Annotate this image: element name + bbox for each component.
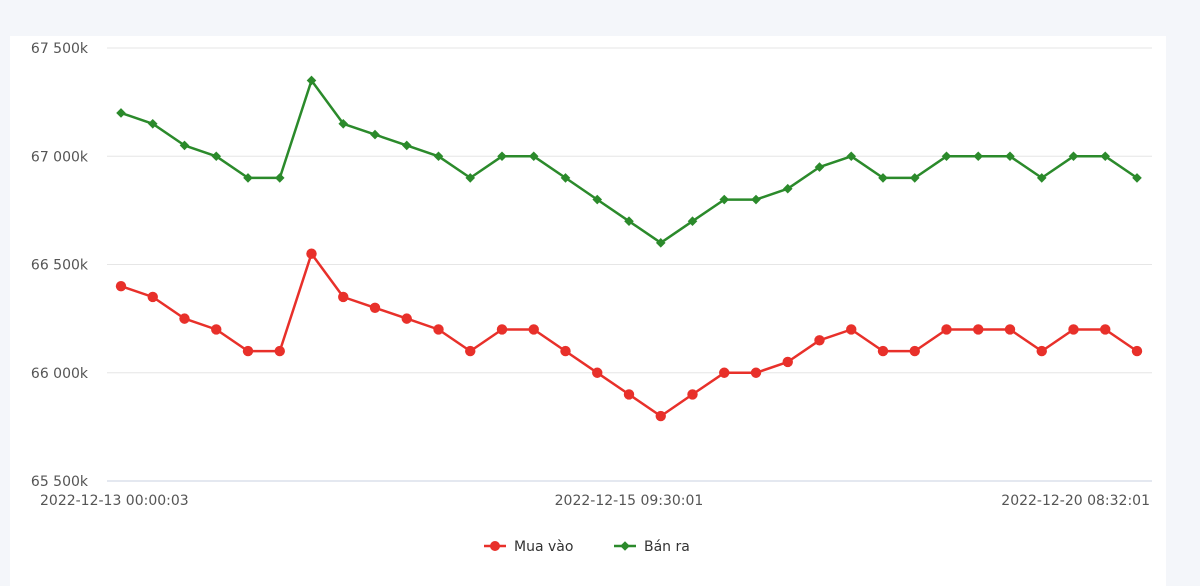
- data-point: [846, 151, 857, 162]
- data-point: [369, 302, 381, 313]
- data-point: [1100, 151, 1111, 162]
- data-point: [655, 238, 666, 248]
- data-point: [1068, 151, 1079, 162]
- data-point: [719, 194, 730, 205]
- legend-item: Bán ra: [614, 539, 690, 555]
- data-point: [877, 345, 889, 357]
- data-point: [528, 151, 539, 162]
- data-point: [147, 291, 158, 303]
- data-point: [782, 356, 793, 368]
- data-point: [465, 345, 476, 357]
- data-point: [528, 324, 539, 335]
- data-point: [338, 118, 349, 129]
- data-point: [1068, 324, 1079, 335]
- data-point: [465, 173, 476, 183]
- data-point: [401, 313, 412, 324]
- legend-marker: [490, 541, 500, 551]
- data-point: [1132, 173, 1142, 183]
- data-point: [909, 345, 920, 357]
- data-point: [370, 129, 380, 140]
- data-point: [306, 75, 317, 86]
- data-point: [242, 345, 254, 357]
- data-point: [941, 324, 952, 335]
- data-point: [750, 367, 762, 378]
- data-point: [496, 324, 508, 335]
- data-point: [941, 151, 952, 162]
- data-point: [115, 280, 127, 292]
- data-point: [306, 248, 317, 259]
- data-point: [623, 389, 635, 400]
- legend-label: Mua vào: [514, 539, 573, 555]
- y-axis-ticks: 65 500k 66 000k 66 500k 67 000k 67 500k: [31, 41, 89, 490]
- data-point: [243, 173, 253, 183]
- y-tick-label: 67 500k: [31, 41, 89, 57]
- data-point: [973, 324, 984, 335]
- data-point: [1036, 345, 1047, 357]
- data-point: [1004, 324, 1016, 335]
- chart-card: 65 500k 66 000k 66 500k 67 000k 67 500k 2022…: [10, 36, 1166, 586]
- data-point: [560, 173, 571, 183]
- data-point: [338, 291, 349, 303]
- series-mua-vao: [115, 248, 1143, 422]
- legend-label: Bán ra: [644, 539, 690, 555]
- data-point: [814, 335, 825, 346]
- data-point: [274, 345, 285, 357]
- legend: Mua vào Bán ra: [484, 539, 690, 555]
- x-axis-ticks: 2022-12-13 00:00:03 2022-12-15 09:30:01 20…: [40, 493, 1150, 509]
- data-point: [560, 345, 571, 357]
- y-tick-label: 66 000k: [31, 366, 89, 382]
- x-tick-label: 2022-12-15 09:30:01: [555, 493, 704, 509]
- data-point: [179, 313, 190, 324]
- y-tick-label: 65 500k: [31, 474, 89, 490]
- data-point: [751, 194, 761, 205]
- data-point: [1131, 345, 1143, 357]
- data-point: [782, 183, 793, 194]
- data-point: [624, 216, 634, 226]
- data-point: [1100, 324, 1111, 335]
- y-tick-label: 67 000k: [31, 149, 89, 165]
- data-point: [814, 162, 825, 172]
- data-point: [592, 194, 603, 205]
- data-point: [401, 140, 412, 151]
- data-point: [655, 410, 666, 422]
- series-ban-ra: [116, 75, 1142, 248]
- series-lines: [115, 75, 1143, 422]
- data-point: [433, 324, 444, 335]
- data-point: [846, 324, 857, 335]
- data-point: [719, 367, 730, 378]
- data-point: [592, 367, 603, 378]
- x-tick-label: 2022-12-20 08:32:01: [1001, 493, 1150, 509]
- data-point: [211, 324, 222, 335]
- data-point: [973, 151, 984, 162]
- x-tick-label: 2022-12-13 00:00:03: [40, 493, 189, 509]
- data-point: [687, 389, 698, 400]
- data-point: [147, 118, 158, 129]
- gridlines: [107, 47, 1152, 482]
- data-point: [433, 151, 444, 162]
- data-point: [116, 108, 126, 118]
- data-point: [211, 151, 222, 162]
- data-point: [1036, 173, 1047, 183]
- data-point: [1005, 151, 1015, 162]
- legend-item: Mua vào: [484, 539, 573, 555]
- data-point: [909, 173, 920, 183]
- data-point: [687, 216, 698, 226]
- line-chart: 65 500k 66 000k 66 500k 67 000k 67 500k 2022…: [31, 41, 1152, 555]
- legend-marker: [620, 541, 630, 551]
- data-point: [878, 173, 888, 183]
- y-tick-label: 66 500k: [31, 258, 89, 274]
- data-point: [497, 151, 507, 162]
- data-point: [274, 173, 285, 183]
